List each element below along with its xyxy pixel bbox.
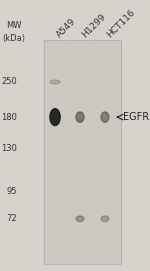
- Ellipse shape: [50, 80, 60, 84]
- Ellipse shape: [50, 109, 60, 125]
- Ellipse shape: [76, 216, 84, 222]
- Text: HCT116: HCT116: [105, 7, 136, 39]
- Bar: [44, 40, 121, 264]
- Text: 180: 180: [1, 113, 17, 122]
- Text: A549: A549: [55, 16, 78, 39]
- Ellipse shape: [76, 112, 84, 122]
- Text: 250: 250: [1, 78, 17, 86]
- Text: EGFR: EGFR: [123, 112, 149, 122]
- Text: H1299: H1299: [80, 12, 107, 39]
- Text: 130: 130: [1, 144, 17, 153]
- Text: 72: 72: [6, 214, 17, 223]
- Ellipse shape: [101, 112, 109, 122]
- Text: MW: MW: [6, 21, 22, 30]
- Text: (kDa): (kDa): [3, 34, 26, 43]
- Text: 95: 95: [7, 187, 17, 196]
- Ellipse shape: [101, 216, 109, 222]
